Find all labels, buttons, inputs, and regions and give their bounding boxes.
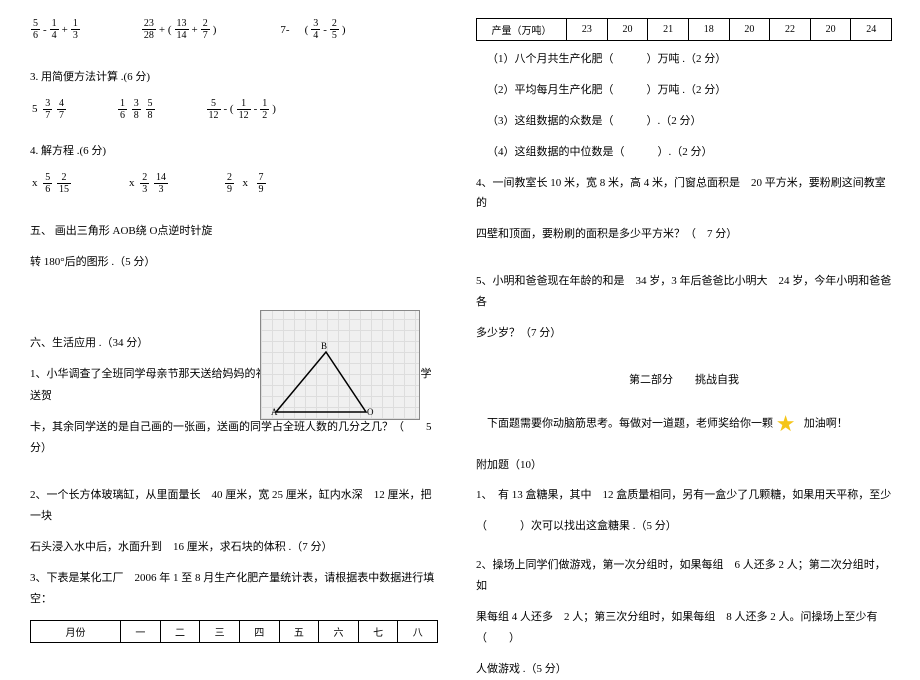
cell: 23 [567,19,608,41]
expr-2a: 5 37 47 [30,98,67,121]
e2b: 果每组 4 人还多 2 人；第三次分组时，如果每组 8 人还多 2 人。问操场上… [476,607,892,649]
expr-2c: 512- (112-12) [206,98,278,121]
r5b: 四壁和顶面，要粉刷的面积是多少平方米？（ 7 分） [476,224,892,245]
production-table: 产量（万吨） 23 20 21 18 20 22 20 24 [476,18,892,41]
q6-1-text-a: 1、小华调查了全班同学母亲节那天送给妈妈的礼物。 [30,368,289,380]
q6-2b: 石头浸入水中后，水面升到 16 厘米，求石块的体积 .（7 分） [30,537,438,558]
part2-title: 第二部分 挑战自我 [476,370,892,391]
cell: 月份 [31,620,121,642]
expr-1b: 2328+ (1314+27) [141,18,219,41]
expr-3a: x 56 215 [30,172,72,195]
table-row: 产量（万吨） 23 20 21 18 20 22 20 24 [477,19,892,41]
q4-title: 4. 解方程 .(6 分) [30,141,438,162]
q6-2a: 2、一个长方体玻璃缸，从里面量长 40 厘米，宽 25 厘米，缸内水深 12 厘… [30,485,438,527]
r6a: 5、小明和爸爸现在年龄的和是 34 岁，3 年后爸爸比小明大 24 岁，今年小明… [476,271,892,313]
cell: 五 [279,620,319,642]
svg-text:O: O [367,407,374,417]
q6-1-cont: 卡，其余同学送的是自己画的一张画，送画的同学占全班人数的几分之几？（ 5 分） [30,417,438,459]
expression-row-3: x 56 215 x 23 143 29 x 79 [30,172,438,195]
triangle-grid-figure: B A O [260,310,420,420]
e2a: 2、操场上同学们做游戏，第一次分组时，如果每组 6 人还多 2 人；第二次分组时… [476,555,892,597]
cell: 产量（万吨） [477,19,567,41]
svg-text:A: A [271,407,278,417]
cell: 20 [810,19,851,41]
cell: 六 [319,620,359,642]
svg-text:B: B [321,341,327,351]
table-row: 月份 一 二 三 四 五 六 七 八 [31,620,438,642]
triangle-icon: B A O [271,337,411,417]
q5-line2: 转 180°后的图形 .（5 分） [30,252,250,273]
r5a: 4、一间教室长 10 米，宽 8 米，高 4 米，门窗总面积是 20 平方米，要… [476,173,892,215]
r3: （3）这组数据的众数是（ ）.（2 分） [476,111,892,132]
expr-2b: 16 38 58 [117,98,156,121]
cell: 22 [770,19,811,41]
cell: 20 [729,19,770,41]
hint-text-b: 加油啊！ [804,417,848,429]
r4: （4）这组数据的中位数是（ ）.（2 分） [476,142,892,163]
month-table: 月份 一 二 三 四 五 六 七 八 [30,620,438,643]
expression-row-2: 5 37 47 16 38 58 512- (112-12) [30,98,438,121]
r6b: 多少岁？（7 分） [476,323,892,344]
e2c: 人做游戏 .（5 分） [476,659,892,680]
cell: 一 [121,620,161,642]
q3-title: 3. 用简便方法计算 .(6 分) [30,67,438,88]
r1: （1）八个月共生产化肥（ ）万吨 .（2 分） [476,49,892,70]
cell: 21 [648,19,689,41]
expr-1c: 7- (34-25) [278,18,347,41]
cell: 二 [160,620,200,642]
extra-title: 附加题（10） [476,455,892,476]
q5-line1: 五、 画出三角形 AOB绕 O点逆时针旋 [30,221,250,242]
cell: 四 [239,620,279,642]
hint-line: 下面题需要你动脑筋思考。每做对一道题，老师奖给你一颗 ★ 加油啊！ [476,403,892,445]
left-column: 56-14+13 2328+ (1314+27) 7- (34-25) 3. 用… [0,0,460,630]
e1b: （ ）次可以找出这盒糖果 .（5 分） [476,516,892,537]
cell: 八 [398,620,438,642]
cell: 24 [851,19,892,41]
expression-row-1: 56-14+13 2328+ (1314+27) 7- (34-25) [30,18,438,41]
right-column: 产量（万吨） 23 20 21 18 20 22 20 24 （1）八个月共生产… [460,0,920,630]
hint-text-a: 下面题需要你动脑筋思考。每做对一道题，老师奖给你一颗 [487,417,773,429]
expr-3c: 29 x 79 [224,172,267,195]
cell: 18 [688,19,729,41]
cell: 20 [607,19,648,41]
e1a: 1、 有 13 盒糖果，其中 12 盒质量相同，另有一盒少了几颗糖，如果用天平称… [476,485,892,506]
expr-3b: x 23 143 [127,172,169,195]
star-icon: ★ [776,403,796,445]
q6-3: 3、下表是某化工厂 2006 年 1 至 8 月生产化肥产量统计表，请根据表中数… [30,568,438,610]
cell: 三 [200,620,240,642]
cell: 七 [358,620,398,642]
expr-1a: 56-14+13 [30,18,81,41]
r2: （2）平均每月生产化肥（ ）万吨 .（2 分） [476,80,892,101]
